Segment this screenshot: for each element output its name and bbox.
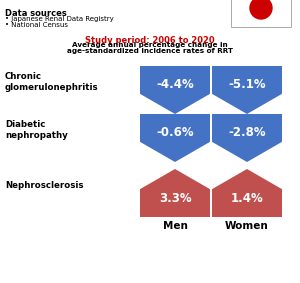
Text: 3.3%: 3.3% (159, 192, 191, 205)
Text: Average annual percentage change in: Average annual percentage change in (72, 42, 228, 48)
Text: • Japanese Renal Data Registry: • Japanese Renal Data Registry (5, 16, 114, 22)
Text: -4.4%: -4.4% (156, 78, 194, 91)
Text: age-standardized incidence rates of RRT: age-standardized incidence rates of RRT (67, 48, 233, 54)
Text: Men: Men (163, 221, 188, 231)
Polygon shape (140, 66, 210, 114)
Text: • National Census: • National Census (5, 22, 68, 28)
Text: Women: Women (225, 221, 269, 231)
Text: Data sources: Data sources (5, 9, 67, 18)
Circle shape (250, 0, 272, 19)
Bar (231, 0, 291, 27)
Text: Diabetic
nephropathy: Diabetic nephropathy (5, 120, 68, 140)
Text: -0.6%: -0.6% (156, 127, 194, 140)
Text: Nephrosclerosis: Nephrosclerosis (5, 181, 83, 190)
Polygon shape (212, 169, 282, 217)
Text: Chronic
glomerulonephritis: Chronic glomerulonephritis (5, 72, 99, 92)
Polygon shape (140, 169, 210, 217)
Text: -2.8%: -2.8% (228, 127, 266, 140)
Text: 1.4%: 1.4% (231, 192, 263, 205)
Text: -5.1%: -5.1% (228, 78, 266, 91)
Text: Study period: 2006 to 2020: Study period: 2006 to 2020 (85, 36, 215, 45)
Polygon shape (212, 114, 282, 162)
Polygon shape (212, 66, 282, 114)
Polygon shape (140, 114, 210, 162)
